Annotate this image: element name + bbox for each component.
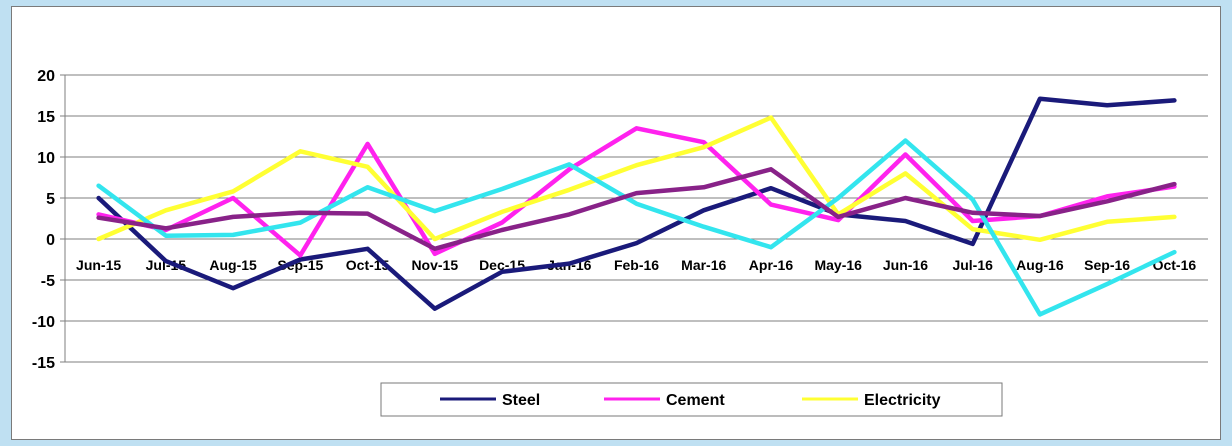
legend-label-cement: Cement: [666, 392, 725, 409]
series-lines: [96, 96, 1177, 317]
x-tick-label: Aug-15: [209, 257, 257, 273]
x-tick-label: Jul-16: [952, 257, 993, 273]
x-tick-label: May-16: [814, 257, 862, 273]
y-tick-label: -5: [41, 273, 55, 290]
series-line-cement: [96, 126, 1177, 258]
x-tick-label: Aug-16: [1016, 257, 1064, 273]
y-tick-label: 5: [46, 191, 55, 208]
x-tick-label: Nov-15: [411, 257, 458, 273]
x-tick-label: Oct-16: [1153, 257, 1197, 273]
chart-frame: -15 -10 -5 0 5 10 15 20 Jun-15 Jul-15 Aug-15 Sep-1…: [11, 6, 1221, 440]
y-tick-label: 10: [37, 150, 55, 167]
legend-label-steel: Steel: [502, 392, 540, 409]
x-tick-label: Apr-16: [749, 257, 794, 273]
legend-label-electricity: Electricity: [864, 392, 941, 409]
series-line-steel: [96, 96, 1177, 311]
x-axis-ticks: Jun-15 Jul-15 Aug-15 Sep-15 Oct-15 Nov-15 Dec-…: [76, 257, 1196, 273]
y-axis-ticks: -15 -10 -5 0 5 10 15 20: [32, 68, 65, 372]
x-tick-label: Jun-15: [76, 257, 121, 273]
legend: Steel Cement Electricity: [380, 382, 1003, 417]
y-tick-label: -15: [32, 355, 55, 372]
x-tick-label: Jun-16: [883, 257, 928, 273]
y-tick-label: -10: [32, 314, 55, 331]
x-tick-label: Jul-15: [146, 257, 187, 273]
y-tick-label: 15: [37, 109, 55, 126]
x-tick-label: Feb-16: [614, 257, 659, 273]
line-chart: -15 -10 -5 0 5 10 15 20 Jun-15 Jul-15 Aug-15 Sep-1…: [32, 68, 1208, 417]
series-line-series-5: [96, 167, 1177, 252]
y-tick-label: 20: [37, 68, 55, 85]
y-tick-label: 0: [46, 232, 55, 249]
series-line-series-4: [96, 138, 1177, 317]
series-line-electricity: [96, 115, 1177, 243]
x-tick-label: Mar-16: [681, 257, 726, 273]
x-tick-label: Sep-16: [1084, 257, 1130, 273]
x-tick-label: Sep-15: [277, 257, 323, 273]
